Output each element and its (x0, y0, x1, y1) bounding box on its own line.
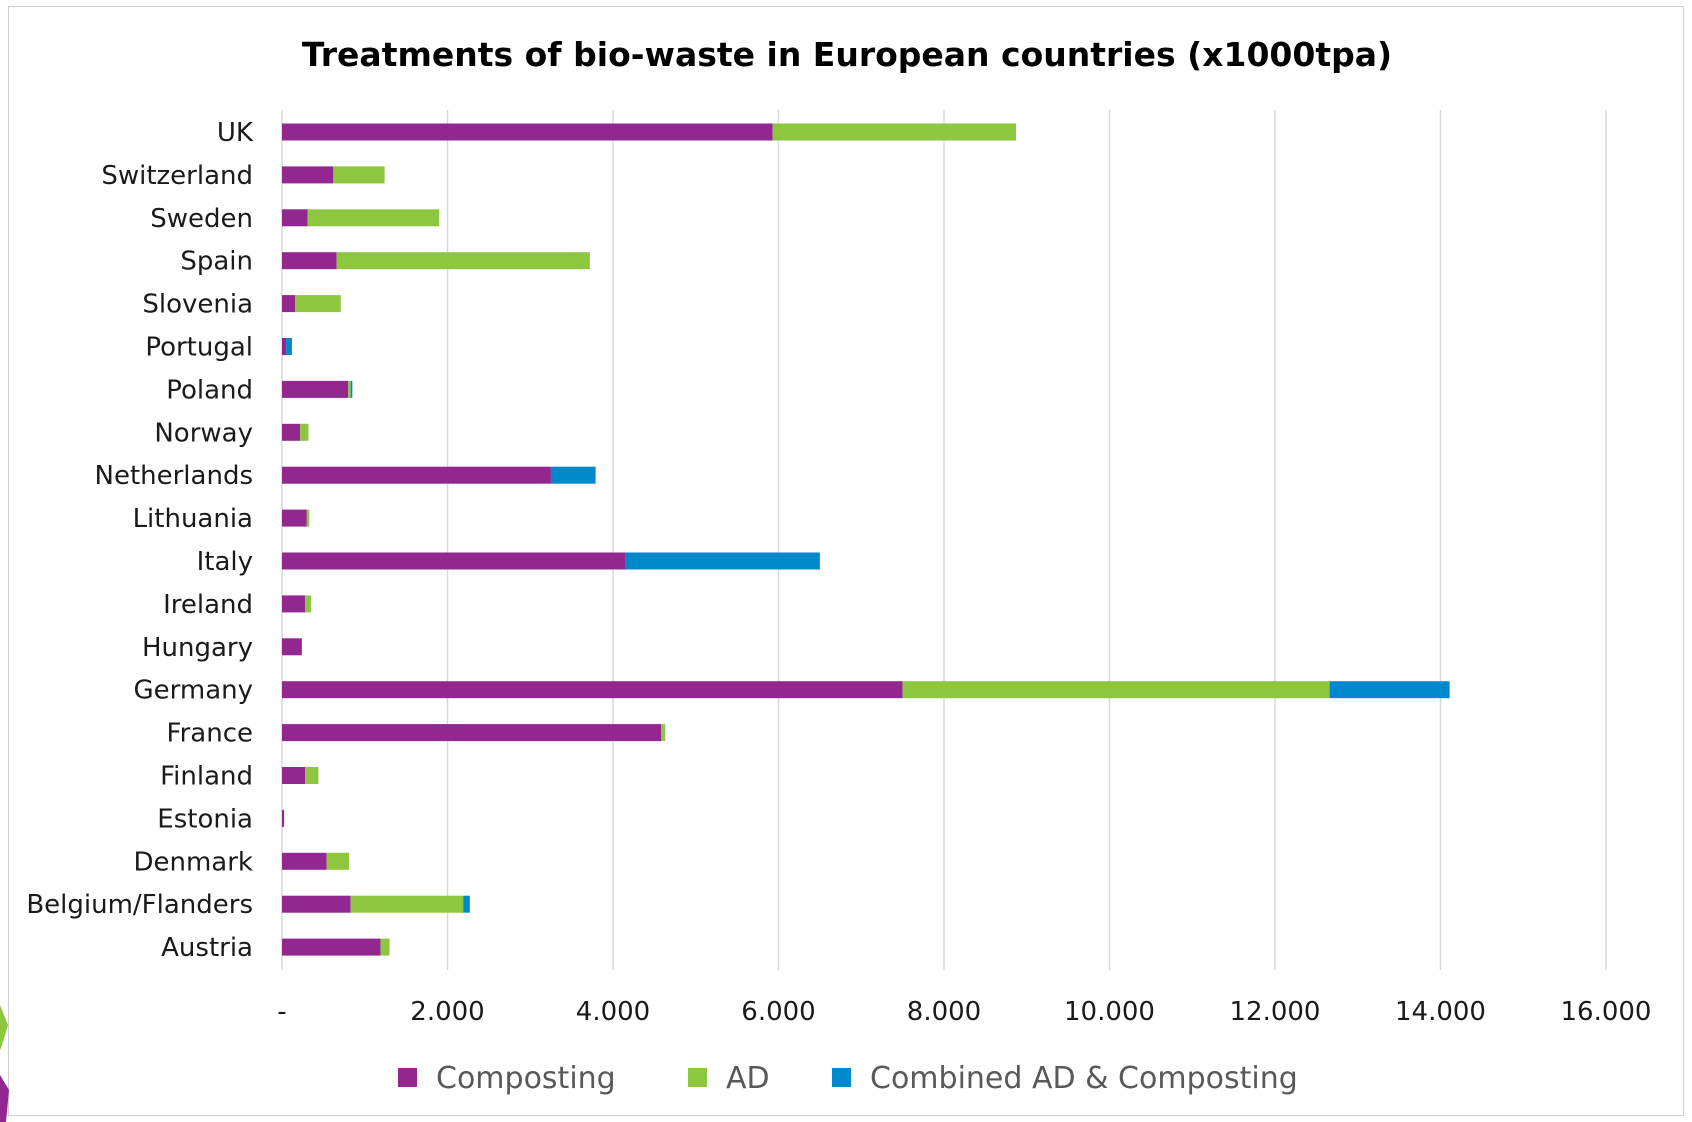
category-label: Hungary (142, 633, 253, 663)
bar-ad-finland (305, 767, 319, 784)
category-label: Switzerland (101, 161, 253, 191)
category-label: UK (217, 118, 254, 148)
bar-composting-netherlands (282, 466, 551, 484)
bar-ad-denmark (326, 852, 350, 870)
gridlines (281, 110, 1607, 970)
bar-ad-germany (902, 681, 1330, 699)
category-label: France (167, 719, 253, 749)
category-label: Germany (133, 676, 253, 706)
bar-combined-ad-composting-portugal (286, 338, 292, 355)
x-tick-labels: - 2.000 4.000 6.000 8.000 10.000 12.000 14.000 1… (277, 997, 1651, 1027)
x-tick-label: 2.000 (410, 997, 484, 1027)
legend-swatch (688, 1068, 707, 1087)
x-tick-label: - (277, 997, 286, 1027)
bar-ad-switzerland (333, 166, 385, 184)
bar-composting-norway (282, 423, 301, 441)
bar-ad-belgium-flanders (350, 895, 464, 913)
bar-ad-norway (300, 423, 309, 441)
decorative-leaf-graphic (0, 1005, 9, 1122)
x-tick-label: 16.000 (1561, 997, 1652, 1027)
bar-composting-germany (282, 681, 903, 699)
category-labels: UK Switzerland Sweden Spain Slovenia Portugal… (26, 118, 254, 963)
category-label: Ireland (163, 590, 253, 620)
bar-composting-hungary (282, 638, 302, 656)
category-label: Spain (180, 247, 253, 277)
category-label: Belgium/Flanders (26, 890, 253, 920)
bar-composting-austria (282, 938, 381, 956)
bar-composting-belgium-flanders (282, 895, 351, 913)
bar-ad-lithuania (306, 509, 310, 527)
bar-composting-switzerland (282, 166, 334, 184)
bar-composting-italy (282, 552, 626, 570)
x-tick-label: 4.000 (576, 997, 650, 1027)
bar-combined-ad-composting-germany (1329, 681, 1450, 699)
legend: Composting AD Combined AD & Composting (398, 1061, 1298, 1096)
bar-ad-uk (772, 123, 1016, 141)
x-tick-label: 14.000 (1395, 997, 1486, 1027)
bar-composting-uk (282, 123, 773, 141)
bar-composting-finland (282, 767, 306, 784)
bar-ad-sweden (307, 209, 440, 227)
legend-label: AD (726, 1061, 770, 1096)
bar-composting-sweden (282, 209, 308, 227)
bar-ad-france (660, 724, 666, 742)
bar-ad-spain (336, 252, 590, 270)
category-label: Norway (154, 418, 253, 448)
bar-combined-ad-composting-belgium-flanders (463, 895, 470, 913)
bar-composting-lithuania (282, 509, 307, 527)
x-tick-label: 12.000 (1230, 997, 1321, 1027)
category-label: Austria (161, 933, 253, 963)
x-tick-label: 8.000 (907, 997, 981, 1027)
category-label: Poland (166, 375, 253, 405)
category-label: Sweden (150, 204, 253, 234)
category-label: Denmark (133, 847, 253, 877)
category-label: Slovenia (142, 290, 253, 320)
bar-ad-ireland (305, 595, 311, 613)
bar-composting-france (282, 724, 661, 742)
legend-label: Composting (436, 1061, 616, 1096)
bar-combined-ad-composting-poland (350, 380, 353, 398)
bar-composting-ireland (282, 595, 306, 613)
legend-swatch (398, 1068, 417, 1087)
bar-composting-portugal (282, 338, 287, 355)
bar-combined-ad-composting-netherlands (550, 466, 596, 484)
bar-composting-spain (282, 252, 337, 270)
category-label: Finland (160, 762, 253, 792)
bar-ad-austria (380, 938, 390, 956)
x-tick-label: 6.000 (741, 997, 815, 1027)
category-label: Netherlands (95, 461, 254, 491)
bar-composting-slovenia (282, 295, 296, 313)
bar-composting-denmark (282, 852, 327, 870)
legend-swatch (832, 1068, 851, 1087)
bar-combined-ad-composting-italy (625, 552, 820, 570)
legend-label: Combined AD & Composting (870, 1061, 1298, 1096)
chart-title: Treatments of bio-waste in European coun… (302, 35, 1392, 74)
bar-ad-poland (348, 380, 351, 398)
category-label: Estonia (157, 804, 253, 834)
category-label: Lithuania (133, 504, 253, 534)
category-label: Italy (197, 547, 253, 577)
category-label: Portugal (145, 333, 253, 363)
x-tick-label: 10.000 (1064, 997, 1155, 1027)
bar-composting-poland (282, 380, 349, 398)
bar-ad-slovenia (295, 295, 341, 313)
bar-composting-estonia (282, 809, 285, 827)
bars (282, 123, 1450, 956)
